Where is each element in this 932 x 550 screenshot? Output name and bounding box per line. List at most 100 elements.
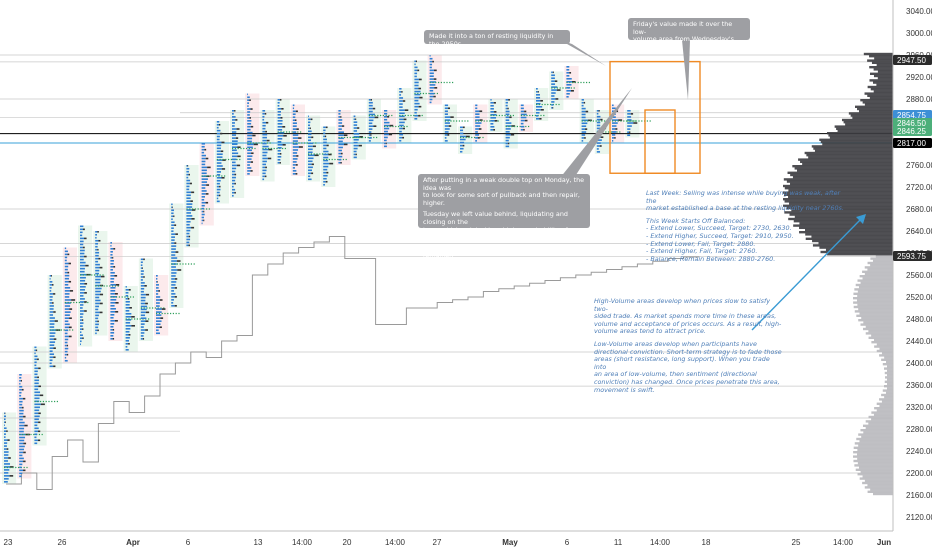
tpo-bar xyxy=(444,110,448,113)
tpo-bar xyxy=(171,239,175,241)
tpo-bar xyxy=(19,421,25,424)
price-badge-label: 2817.00 xyxy=(897,139,926,148)
tpo-bar-dark xyxy=(266,139,270,142)
tpo-bar xyxy=(414,75,417,78)
tpo-bar xyxy=(201,184,207,186)
tpo-bar xyxy=(19,424,25,427)
tpo-bar xyxy=(49,323,55,325)
volume-bar xyxy=(857,107,893,111)
tpo-bar xyxy=(216,171,222,173)
tpo-bar xyxy=(110,332,115,334)
price-badge xyxy=(893,251,932,261)
tpo-bar-dark xyxy=(298,137,302,139)
tpo-bar xyxy=(140,276,144,278)
tpo-bar xyxy=(49,332,56,334)
tpo-bar xyxy=(64,335,69,338)
tpo-bar xyxy=(566,87,571,89)
tpo-bar xyxy=(216,194,219,197)
tpo-bar xyxy=(80,234,83,237)
tpo-bar xyxy=(49,350,53,353)
tpo-bar xyxy=(171,266,176,268)
tpo-bar xyxy=(368,137,372,139)
volume-bar xyxy=(857,448,893,452)
tpo-bar xyxy=(4,472,9,474)
tpo-bar xyxy=(156,329,159,332)
tpo-bar-dark xyxy=(328,153,332,156)
tpo-bar xyxy=(110,260,114,262)
tpo-bar-dark xyxy=(311,172,314,175)
tpo-bar xyxy=(566,78,572,80)
tpo-bar xyxy=(384,142,386,145)
tpo-bar xyxy=(125,319,132,321)
tpo-bar xyxy=(566,93,570,95)
volume-bar xyxy=(882,363,893,366)
tpo-bar xyxy=(125,340,130,342)
tpo-bar xyxy=(140,273,144,275)
tpo-bar-dark xyxy=(267,157,272,160)
tpo-bar xyxy=(110,299,117,301)
tpo-bar xyxy=(156,275,158,277)
tpo-bar xyxy=(34,376,38,379)
tpo-bar xyxy=(429,78,434,80)
tpo-bar-dark xyxy=(357,127,360,129)
tpo-bar xyxy=(34,361,37,364)
tpo-bar-dark xyxy=(5,421,6,424)
tpo-bar xyxy=(34,394,40,397)
tpo-bar xyxy=(171,257,178,259)
tpo-bar xyxy=(95,299,101,302)
callout-top[interactable]: Made it into a ton of resting liquidity … xyxy=(424,30,570,47)
callout-left[interactable]: After putting in a weak double top on Mo… xyxy=(418,174,590,268)
tpo-bar xyxy=(201,190,207,192)
tpo-bar xyxy=(80,243,84,246)
tpo-bar xyxy=(140,279,143,281)
tpo-bar xyxy=(64,353,67,356)
tpo-bar xyxy=(125,310,130,312)
tpo-bar xyxy=(368,113,375,116)
tpo-bar-dark xyxy=(402,136,405,139)
tpo-bar xyxy=(171,227,174,229)
tpo-bar xyxy=(64,293,70,295)
volume-bar xyxy=(860,323,893,326)
tpo-bar xyxy=(444,134,448,136)
tpo-bar xyxy=(444,137,447,139)
tpo-bar-dark xyxy=(23,442,27,445)
x-tick-label: Jun xyxy=(877,538,891,547)
tpo-bar-dark xyxy=(343,134,348,137)
tpo-bar xyxy=(262,127,266,130)
tpo-bar xyxy=(80,328,83,330)
tpo-bar xyxy=(80,307,83,309)
time-axis[interactable]: 23 26 Apr 6 13 14:00 20 14:00 27 May 6 11 14:00 18 25 1… xyxy=(0,530,893,547)
tpo-bar xyxy=(186,203,193,205)
tpo-bar xyxy=(125,286,127,288)
tpo-bar xyxy=(490,126,495,128)
tpo-bar xyxy=(475,140,478,142)
tpo-bar xyxy=(368,119,374,122)
tpo-bar xyxy=(262,112,265,115)
volume-bar xyxy=(873,492,893,496)
tpo-bar xyxy=(232,134,237,136)
tpo-bar xyxy=(232,185,234,188)
tpo-bar-dark xyxy=(68,280,72,283)
tpo-bar xyxy=(201,201,206,204)
volume-bar xyxy=(864,266,893,269)
tpo-bar xyxy=(292,158,298,160)
tpo-bar xyxy=(384,110,388,112)
tpo-bar xyxy=(475,122,482,124)
tpo-bar xyxy=(551,95,555,97)
price-axis[interactable]: 2120.00 2160.00 2200.00 2240.00 2280.00 2320.… xyxy=(892,0,932,531)
tpo-bar xyxy=(80,282,85,285)
x-tick-label: 18 xyxy=(702,538,711,547)
tpo-bar xyxy=(308,172,312,175)
tpo-bar-dark xyxy=(493,129,496,131)
volume-bar xyxy=(819,246,893,249)
tpo-bar-dark xyxy=(53,293,56,295)
tpo-bar xyxy=(49,284,52,286)
tpo-bar xyxy=(353,118,356,121)
volume-bar xyxy=(869,55,893,58)
tpo-bar xyxy=(201,175,207,178)
volume-bar xyxy=(863,321,893,324)
tpo-bar-dark xyxy=(264,175,267,178)
tpo-bar xyxy=(277,111,282,113)
callout-friday[interactable]: Friday's value made it over the low- vol… xyxy=(628,18,750,51)
tpo-bar xyxy=(186,182,190,185)
